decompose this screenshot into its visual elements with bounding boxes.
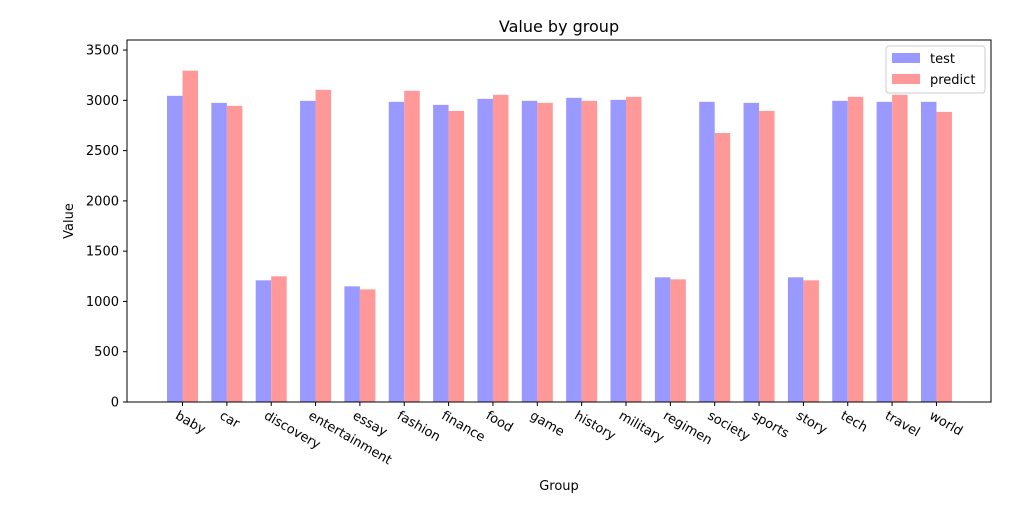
y-tick-label: 3500 bbox=[86, 44, 119, 59]
bar-test-discovery bbox=[255, 280, 272, 402]
y-tick-label: 0 bbox=[111, 396, 119, 411]
bar-predict-discovery bbox=[271, 276, 287, 402]
y-axis-title: Value bbox=[62, 203, 77, 239]
x-tick-label-travel: travel bbox=[882, 408, 922, 440]
bar-predict-fashion bbox=[404, 90, 420, 402]
plot-frame bbox=[126, 39, 992, 403]
y-tick-label: 1500 bbox=[86, 245, 119, 260]
bar-predict-game bbox=[537, 102, 553, 402]
bar-predict-history bbox=[581, 100, 598, 402]
x-tick-label-regimen: regimen bbox=[660, 408, 714, 448]
x-tick-label-history: history bbox=[572, 408, 618, 444]
x-tick-label-baby: baby bbox=[173, 408, 209, 437]
bar-test-car bbox=[211, 102, 227, 402]
x-tick-label-tech: tech bbox=[838, 408, 870, 435]
y-tick-label: 500 bbox=[94, 345, 119, 360]
x-tick-label-military: military bbox=[616, 408, 667, 446]
bar-test-history bbox=[566, 97, 582, 402]
bar-test-baby bbox=[167, 95, 183, 402]
x-tick-label-sports: sports bbox=[749, 408, 792, 441]
legend-label-test: test bbox=[930, 52, 955, 67]
bar-predict-entertainment bbox=[315, 89, 332, 403]
y-tick-label: 2000 bbox=[86, 194, 119, 209]
bar-test-society bbox=[699, 101, 715, 402]
bar-test-finance bbox=[433, 104, 449, 403]
bar-test-tech bbox=[832, 100, 848, 402]
bar-test-fashion bbox=[388, 101, 405, 402]
y-tick-label: 3000 bbox=[86, 94, 119, 109]
bar-predict-military bbox=[626, 96, 642, 402]
bar-predict-society bbox=[714, 133, 731, 402]
bar-test-food bbox=[477, 98, 493, 402]
bar-test-sports bbox=[743, 102, 760, 402]
legend-label-predict: predict bbox=[930, 73, 975, 88]
bar-test-essay bbox=[344, 286, 360, 402]
y-tick-label: 2500 bbox=[86, 144, 119, 159]
x-tick-label-game: game bbox=[527, 408, 566, 439]
legend-swatch-predict bbox=[892, 74, 920, 84]
x-tick-label-story: story bbox=[793, 408, 829, 438]
bar-predict-essay bbox=[359, 289, 376, 402]
bar-predict-tech bbox=[847, 96, 864, 402]
bar-predict-food bbox=[492, 94, 509, 403]
x-tick-label-world: world bbox=[926, 408, 965, 439]
bar-predict-travel bbox=[892, 94, 908, 403]
x-axis-title: Group bbox=[539, 479, 579, 494]
x-tick-label-finance: finance bbox=[439, 408, 488, 445]
legend-swatch-test bbox=[892, 53, 920, 63]
bar-predict-car bbox=[226, 105, 243, 403]
bar-test-story bbox=[787, 277, 804, 402]
bar-test-entertainment bbox=[300, 100, 316, 402]
bar-predict-finance bbox=[448, 110, 465, 402]
y-tick-label: 1000 bbox=[86, 295, 119, 310]
x-tick-label-car: car bbox=[217, 408, 243, 432]
x-tick-label-fashion: fashion bbox=[394, 408, 443, 445]
bar-test-travel bbox=[876, 101, 893, 402]
chart-title: Value by group bbox=[499, 17, 619, 36]
bar-predict-sports bbox=[759, 110, 775, 402]
bars-group bbox=[167, 70, 952, 403]
bar-test-world bbox=[920, 101, 937, 402]
bar-test-military bbox=[610, 99, 626, 402]
bar-predict-world bbox=[936, 111, 952, 403]
bar-predict-baby bbox=[182, 70, 198, 403]
bar-test-game bbox=[521, 100, 538, 402]
bar-predict-story bbox=[803, 280, 819, 402]
bar-predict-regimen bbox=[670, 279, 686, 402]
bar-test-regimen bbox=[654, 277, 671, 402]
y-axis-ticks: 0 500 1000 1500 2000 2500 3000 3500 bbox=[86, 44, 127, 411]
legend: test predict bbox=[885, 45, 986, 94]
